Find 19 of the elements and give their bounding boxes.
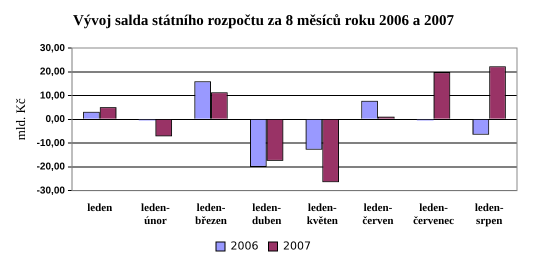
x-tick-label: leden-duben (252, 202, 282, 228)
legend-label: 2006 (230, 239, 259, 252)
x-tick-label: leden-červenec (413, 202, 454, 228)
x-tick-label: leden (87, 202, 112, 214)
y-tick-label: 30,00 (40, 42, 66, 54)
y-tick-label: -20,00 (36, 162, 66, 173)
x-tick-label: leden-červen (362, 202, 394, 228)
y-tick-label: 0,00 (45, 114, 66, 126)
chart-title: Vývoj salda státního rozpočtu za 8 měsíců roku 2006 a 2007 (72, 12, 455, 29)
x-tick-label: leden-srpen (474, 202, 504, 228)
y-tick-label: 10,00 (40, 90, 66, 102)
y-axis-title: mld. Kč (13, 98, 28, 140)
x-tick-label: leden-únor (141, 202, 170, 228)
y-tick-label: -30,00 (36, 185, 66, 196)
x-tick-label: leden-březen (195, 202, 227, 228)
x-tick-label: leden-květen (306, 202, 338, 228)
y-tick-label: -10,00 (36, 138, 66, 149)
y-tick-label: 20,00 (40, 66, 66, 78)
legend-label: 2007 (283, 239, 311, 252)
